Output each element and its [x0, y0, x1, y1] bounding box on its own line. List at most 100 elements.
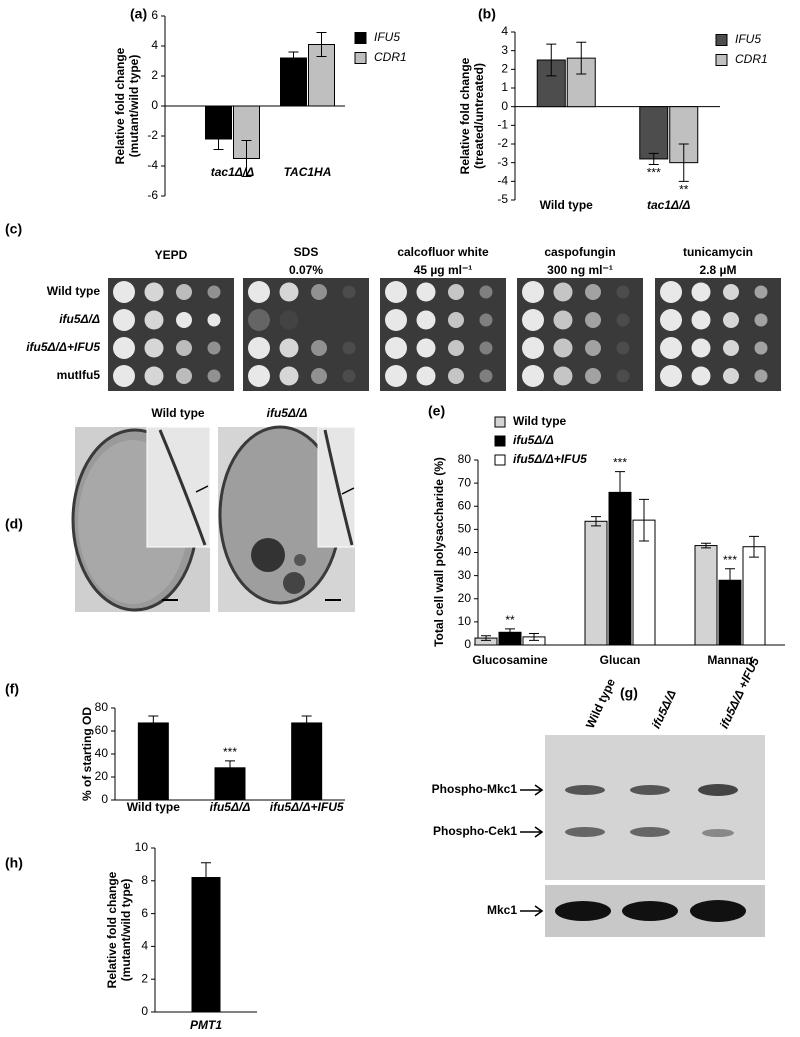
colony-spot: [553, 366, 573, 386]
colony-spot: [311, 340, 327, 356]
y-tick-label: -2: [147, 128, 158, 142]
colony-spot: [144, 282, 164, 302]
strain-label: ifu5Δ/Δ: [59, 312, 100, 326]
colony-spot: [585, 284, 601, 300]
panel-label: (e): [428, 403, 445, 419]
colony-spot: [723, 312, 739, 328]
significance-label: **: [679, 183, 689, 197]
error-bar: [201, 862, 211, 893]
y-tick-label: -1: [497, 118, 508, 132]
colony-spot: [754, 285, 768, 299]
error-bar: [749, 535, 759, 558]
colony-spot: [248, 365, 270, 387]
colony-spot: [585, 312, 601, 328]
panel-label: (f): [5, 681, 19, 697]
plate-image: [517, 278, 643, 391]
y-tick-label: 40: [95, 746, 109, 760]
error-bar: [301, 715, 312, 731]
legend-label: CDR1: [374, 50, 407, 64]
colony-spot: [176, 340, 192, 356]
colony-spot: [416, 310, 436, 330]
colony-spot: [279, 310, 299, 330]
bar: [608, 491, 632, 646]
bar-chart: 0 20 40 60 80% of starting OD Wild type ifu5Δ/…: [80, 700, 345, 814]
legend-swatch: [354, 52, 367, 64]
y-tick-label: 40: [458, 545, 472, 559]
colony-spot: [385, 337, 407, 359]
strain-label: ifu5Δ/Δ+IFU5: [26, 340, 100, 354]
x-tick-label: Wild type: [127, 800, 181, 814]
error-bar: [591, 516, 601, 527]
micrograph: [71, 426, 211, 612]
colony-spot: [479, 369, 493, 383]
y-axis-label: Relative fold change: [105, 871, 119, 988]
colony-spot: [416, 338, 436, 358]
y-tick-label: 0: [101, 792, 108, 806]
legend-label: CDR1: [735, 52, 768, 66]
colony-spot: [207, 285, 221, 299]
y-tick-label: 4: [141, 939, 148, 953]
plate-image: [108, 278, 234, 391]
colony-spot: [342, 285, 356, 299]
bar-chart: 0 2 4 6 8 10 Relative fold change (mutant/wild …: [105, 840, 257, 1032]
legend-label: ifu5Δ/Δ+IFU5: [513, 452, 587, 466]
colony-spot: [616, 313, 630, 327]
y-tick-label: 0: [464, 637, 471, 651]
colony-spot: [416, 282, 436, 302]
colony-spot: [248, 281, 270, 303]
y-tick-label: 30: [458, 568, 472, 582]
significance-label: ***: [723, 553, 737, 567]
y-tick-label: 0: [141, 1004, 148, 1018]
legend-swatch: [494, 435, 506, 447]
error-bar: [529, 632, 539, 641]
y-tick-label: 60: [95, 723, 109, 737]
significance-label: ***: [613, 456, 627, 470]
condition-label: 300 ng ml⁻¹: [547, 263, 613, 277]
colony-spot: [448, 340, 464, 356]
condition-label: caspofungin: [544, 245, 615, 259]
significance-label: ***: [223, 745, 237, 759]
bar-chart: 0 10 20 30 40 50 60 70 80 Total cell wall polysac…: [432, 414, 785, 667]
legend-swatch: [715, 54, 728, 66]
legend-label: IFU5: [374, 30, 400, 44]
y-tick-label: 50: [458, 522, 472, 536]
colony-spot: [279, 366, 299, 386]
y-tick-label: 80: [95, 700, 109, 714]
panel-label: (c): [5, 221, 22, 237]
colony-spot: [585, 368, 601, 384]
colony-spot: [754, 341, 768, 355]
plate-image: [243, 278, 369, 391]
colony-spot: [723, 284, 739, 300]
colony-spot: [248, 309, 270, 331]
colony-spot: [691, 366, 711, 386]
colony-spot: [113, 309, 135, 331]
bar-chart: -5 -4 -3 -2 -1 0 1 2 3 4 Relative fold change (trea…: [458, 24, 768, 212]
colony-spot: [207, 341, 221, 355]
colony-spot: [342, 341, 356, 355]
colony-spot: [113, 281, 135, 303]
colony-spot: [113, 365, 135, 387]
colony-spot: [385, 365, 407, 387]
y-axis-label: Relative fold change: [458, 57, 472, 174]
colony-spot: [691, 338, 711, 358]
y-tick-label: -5: [497, 192, 508, 206]
error-bar: [615, 471, 625, 514]
significance-label: **: [505, 613, 515, 627]
colony-spot: [660, 281, 682, 303]
strain-label: Wild type: [47, 284, 101, 298]
y-tick-label: -4: [497, 174, 508, 188]
y-tick-label: 20: [95, 769, 109, 783]
bar: [191, 877, 221, 1013]
error-bar: [546, 43, 557, 77]
y-tick-label: 4: [151, 38, 158, 52]
error-bar: [505, 628, 515, 637]
blot: [520, 735, 765, 937]
panel-label: (g): [620, 685, 638, 701]
x-tick-label: ifu5Δ/Δ: [210, 800, 251, 814]
error-bar: [725, 568, 735, 593]
colony-spot: [176, 368, 192, 384]
colony-spot: [385, 281, 407, 303]
condition-label: 0.07%: [289, 263, 323, 277]
y-tick-label: 70: [458, 475, 472, 489]
legend-label: IFU5: [735, 32, 761, 46]
